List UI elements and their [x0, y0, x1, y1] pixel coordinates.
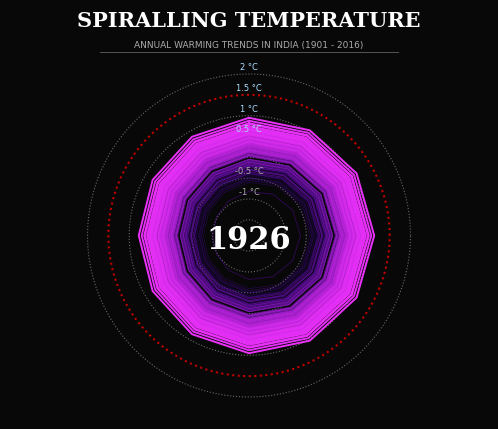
Text: ANNUAL WARMING TRENDS IN INDIA (1901 - 2016): ANNUAL WARMING TRENDS IN INDIA (1901 - 2… [134, 41, 364, 50]
Text: 0.5 °C: 0.5 °C [236, 125, 262, 134]
Text: 2 °C: 2 °C [240, 63, 258, 72]
Text: -0.5 °C: -0.5 °C [235, 167, 263, 176]
Text: 1926: 1926 [207, 225, 291, 256]
Text: 1.5 °C: 1.5 °C [236, 84, 262, 93]
Text: -1 °C: -1 °C [239, 188, 259, 197]
Text: SPIRALLING TEMPERATURE: SPIRALLING TEMPERATURE [77, 11, 421, 31]
Text: 1 °C: 1 °C [240, 105, 258, 114]
